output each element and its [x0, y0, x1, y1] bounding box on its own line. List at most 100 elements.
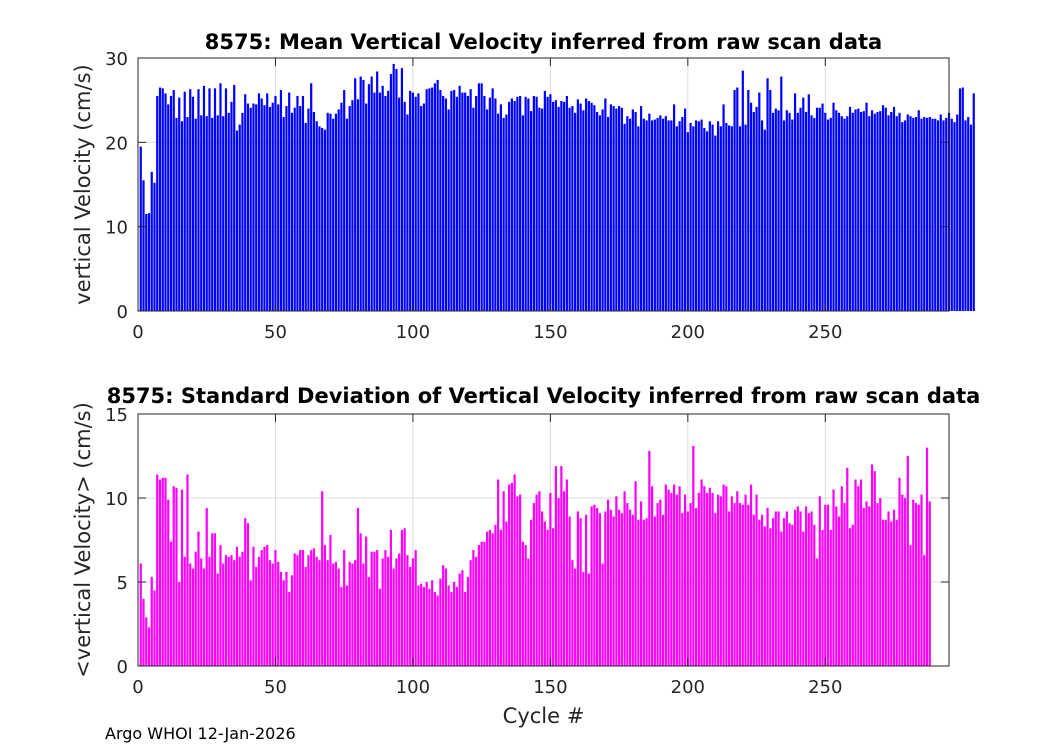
bar	[158, 479, 162, 666]
bar	[697, 492, 700, 666]
bar	[282, 580, 285, 666]
bar	[304, 122, 307, 311]
bar	[672, 484, 676, 666]
bar	[455, 587, 459, 666]
bar	[384, 95, 387, 311]
bar	[351, 100, 354, 312]
bar	[835, 110, 838, 311]
bar	[472, 107, 475, 311]
bar	[323, 129, 327, 311]
bar	[859, 111, 863, 312]
x-axis-label: Cycle #	[503, 704, 585, 728]
bar	[543, 521, 546, 666]
bar	[527, 98, 530, 311]
bar	[521, 541, 524, 666]
bar	[332, 118, 335, 311]
bar	[343, 550, 346, 666]
bar	[804, 111, 808, 312]
bar	[939, 114, 942, 312]
bar	[508, 101, 511, 311]
bar	[334, 561, 338, 666]
bar	[483, 95, 486, 311]
bar	[431, 87, 434, 312]
bar	[681, 513, 684, 666]
bar	[543, 90, 546, 311]
bar	[499, 104, 502, 311]
bar	[235, 546, 239, 666]
bar	[868, 506, 871, 666]
bar	[780, 531, 783, 666]
bar	[785, 511, 788, 666]
bar	[659, 115, 662, 311]
bar	[362, 563, 365, 666]
bar	[931, 118, 934, 311]
bar	[890, 521, 893, 666]
bar	[967, 117, 970, 312]
bar	[172, 90, 175, 312]
bar	[777, 511, 780, 666]
bar	[923, 555, 926, 666]
bar	[299, 550, 302, 666]
bar	[387, 90, 390, 311]
bar	[513, 101, 516, 311]
bar	[549, 94, 552, 311]
bar	[197, 89, 200, 311]
bar	[785, 110, 788, 311]
bar	[628, 509, 632, 666]
bar	[466, 95, 469, 311]
bar	[453, 582, 456, 666]
bar	[395, 558, 398, 666]
bar	[892, 509, 896, 666]
bar	[450, 90, 453, 311]
bar	[246, 523, 250, 666]
bar	[466, 576, 469, 666]
bar	[279, 571, 283, 666]
bar	[340, 102, 343, 312]
bar	[854, 479, 857, 666]
bar	[840, 116, 843, 311]
bar	[741, 504, 744, 666]
x-tick-label: 200	[671, 677, 705, 698]
bar	[241, 551, 244, 666]
bar	[351, 563, 354, 666]
bar	[161, 88, 164, 311]
bar	[958, 88, 962, 311]
bar	[892, 106, 896, 311]
bar	[494, 524, 497, 666]
bar	[760, 514, 764, 666]
bar	[304, 566, 307, 666]
bar	[620, 107, 623, 311]
bar	[312, 111, 316, 312]
bar	[793, 509, 797, 666]
bar	[345, 118, 349, 311]
bar	[818, 496, 821, 666]
bar	[417, 93, 420, 311]
bar	[813, 117, 816, 311]
bar	[799, 107, 802, 311]
bar	[337, 568, 340, 666]
bar	[255, 566, 258, 666]
bar	[969, 124, 973, 311]
bar	[376, 550, 379, 666]
bar	[714, 513, 717, 666]
bar	[807, 513, 810, 666]
bar	[923, 117, 926, 312]
bar	[381, 558, 384, 666]
bar	[876, 503, 879, 666]
bar	[865, 102, 868, 312]
bar	[420, 583, 423, 666]
bar	[686, 511, 689, 666]
bar	[318, 560, 321, 666]
bar	[436, 595, 439, 666]
bar	[189, 89, 192, 311]
bar	[508, 484, 511, 666]
bar	[686, 132, 689, 311]
bar	[771, 518, 775, 666]
bar	[557, 106, 560, 311]
bar	[301, 550, 305, 666]
bar	[769, 528, 772, 666]
bar	[862, 111, 865, 311]
x-tick-label: 150	[533, 322, 567, 343]
bar	[829, 117, 832, 311]
bar	[774, 511, 777, 666]
